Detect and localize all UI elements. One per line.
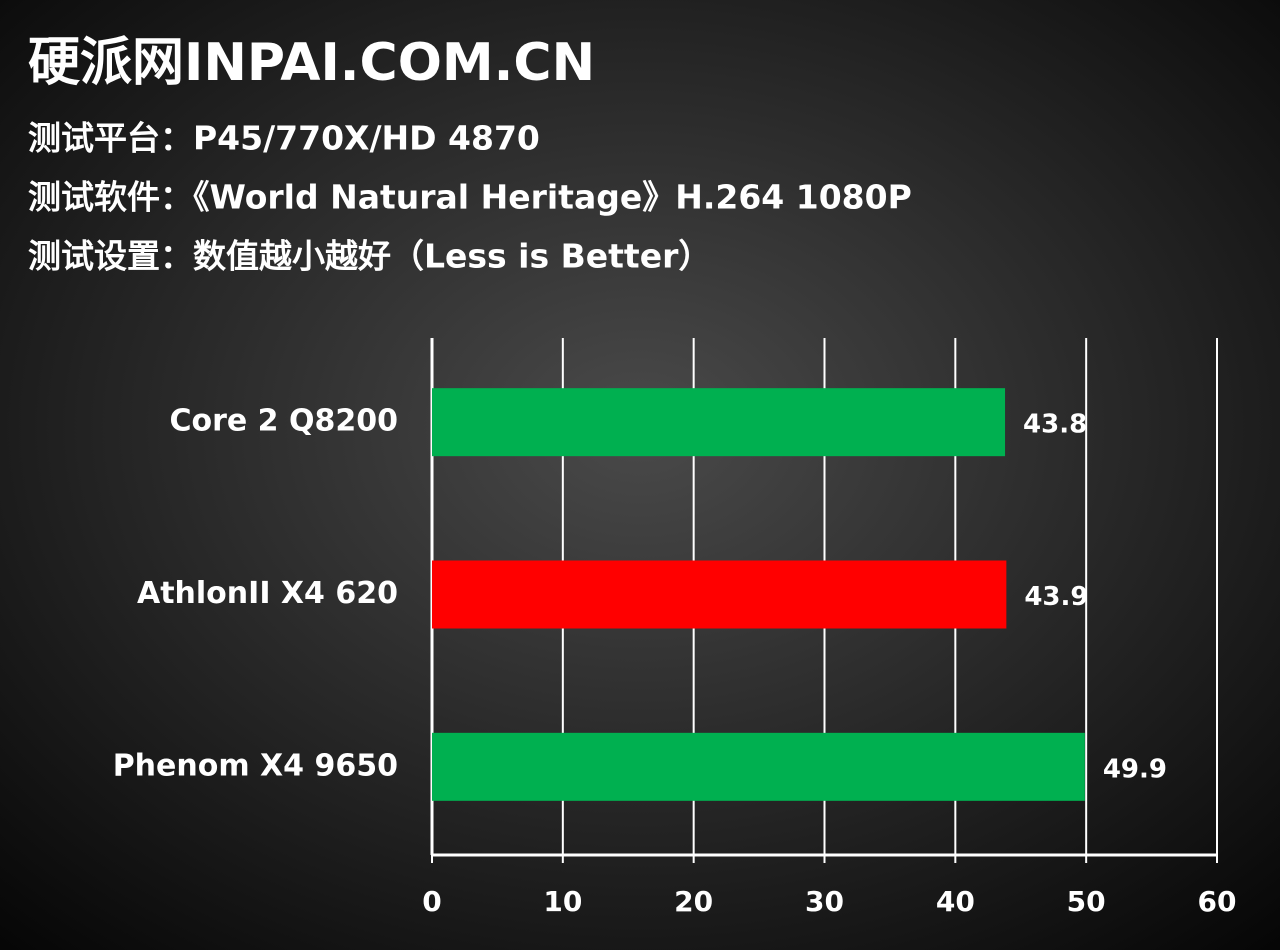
data-label: 43.9	[1024, 582, 1088, 612]
data-label: 43.8	[1023, 410, 1087, 440]
x-tick-label: 50	[1067, 885, 1106, 918]
x-tick-label: 10	[543, 885, 582, 918]
subtitle: 测试设置：数值越小越好（Less is Better）	[28, 237, 711, 276]
bar	[432, 732, 1085, 801]
x-tick-label: 30	[805, 885, 844, 918]
bar	[432, 560, 1007, 629]
y-tick-label: AthlonII X4 620	[137, 576, 398, 611]
x-tick-label: 20	[674, 885, 713, 918]
y-tick-label: Core 2 Q8200	[169, 404, 398, 439]
bar	[432, 388, 1006, 457]
x-tick-label: 60	[1198, 885, 1237, 918]
subtitle: 测试软件：《World Natural Heritage》H.264 1080P	[28, 178, 912, 217]
subtitle: 测试平台：P45/770X/HD 4870	[28, 119, 540, 158]
chart-title: 硬派网INPAI.COM.CN	[28, 33, 595, 93]
y-tick-label: Phenom X4 9650	[113, 748, 398, 783]
x-tick-label: 0	[422, 885, 441, 918]
x-tick-label: 40	[936, 885, 975, 918]
data-label: 49.9	[1103, 754, 1167, 784]
